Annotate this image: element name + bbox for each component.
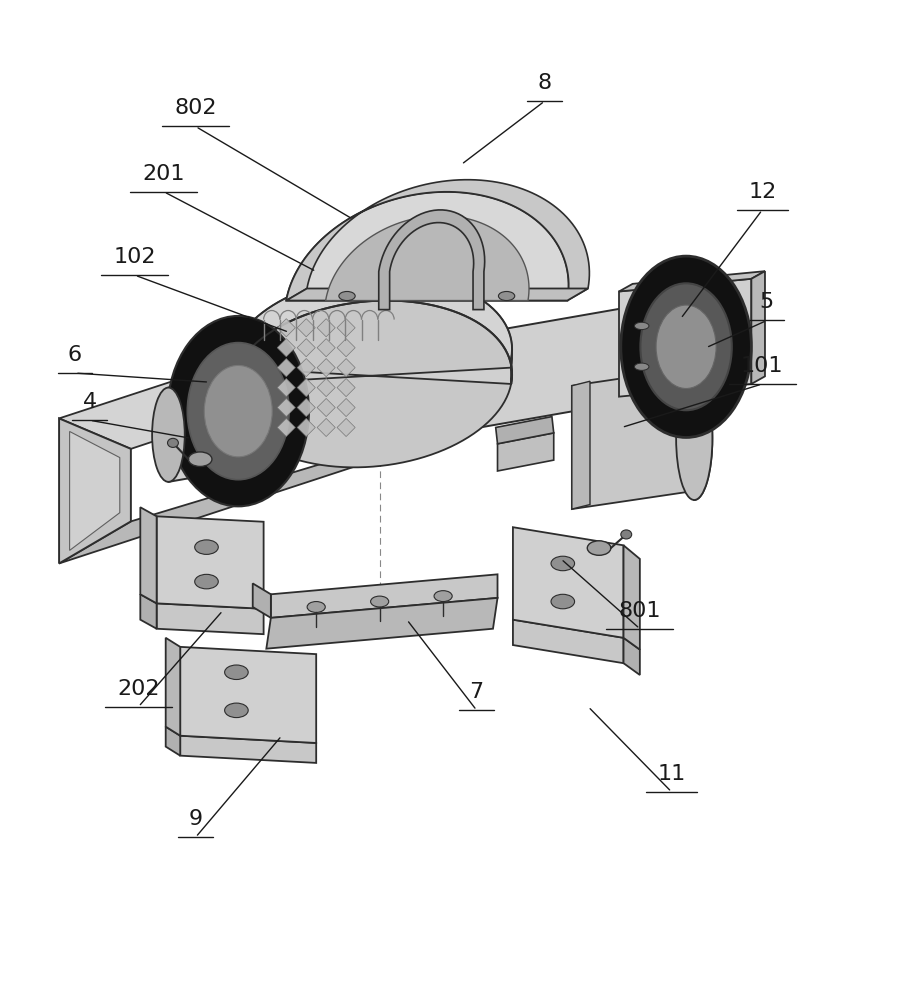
Polygon shape	[157, 516, 263, 609]
Polygon shape	[286, 180, 589, 301]
Polygon shape	[70, 431, 120, 550]
Polygon shape	[141, 594, 157, 629]
Ellipse shape	[640, 283, 732, 410]
Text: 5: 5	[760, 292, 774, 312]
Polygon shape	[572, 368, 695, 509]
Polygon shape	[498, 433, 554, 471]
Polygon shape	[337, 319, 355, 337]
Polygon shape	[165, 727, 180, 756]
Polygon shape	[317, 398, 335, 417]
Ellipse shape	[194, 574, 218, 589]
Polygon shape	[277, 379, 295, 397]
Ellipse shape	[224, 703, 248, 718]
Polygon shape	[317, 418, 335, 437]
Polygon shape	[337, 339, 355, 357]
Ellipse shape	[551, 556, 575, 571]
Polygon shape	[317, 319, 335, 337]
Text: 7: 7	[469, 682, 484, 702]
Text: 11: 11	[657, 764, 686, 784]
Polygon shape	[277, 319, 295, 337]
Polygon shape	[337, 359, 355, 377]
Polygon shape	[59, 432, 427, 563]
Polygon shape	[286, 192, 568, 301]
Polygon shape	[297, 398, 315, 417]
Ellipse shape	[339, 291, 355, 301]
Ellipse shape	[621, 530, 632, 539]
Polygon shape	[59, 418, 131, 563]
Text: 801: 801	[618, 601, 661, 621]
Polygon shape	[180, 736, 316, 763]
Polygon shape	[277, 359, 295, 377]
Polygon shape	[180, 647, 316, 743]
Polygon shape	[286, 288, 588, 301]
Polygon shape	[252, 583, 271, 618]
Polygon shape	[277, 398, 295, 417]
Ellipse shape	[635, 322, 649, 330]
Ellipse shape	[635, 363, 649, 370]
Polygon shape	[277, 418, 295, 437]
Polygon shape	[271, 574, 498, 618]
Polygon shape	[695, 377, 713, 500]
Polygon shape	[297, 319, 315, 337]
Ellipse shape	[187, 343, 289, 480]
Polygon shape	[619, 271, 765, 291]
Polygon shape	[297, 359, 315, 377]
Polygon shape	[624, 545, 640, 650]
Ellipse shape	[153, 388, 184, 482]
Ellipse shape	[498, 291, 515, 301]
Ellipse shape	[167, 438, 178, 447]
Polygon shape	[266, 598, 498, 649]
Polygon shape	[572, 381, 590, 509]
Polygon shape	[230, 275, 512, 384]
Text: 8: 8	[538, 73, 552, 93]
Text: 101: 101	[741, 356, 784, 376]
Polygon shape	[513, 527, 624, 638]
Ellipse shape	[656, 305, 716, 388]
Polygon shape	[297, 339, 315, 357]
Text: 6: 6	[68, 345, 82, 365]
Ellipse shape	[307, 602, 325, 612]
Polygon shape	[317, 339, 335, 357]
Polygon shape	[624, 638, 640, 675]
Polygon shape	[513, 620, 624, 663]
Polygon shape	[297, 379, 315, 397]
Ellipse shape	[551, 594, 575, 609]
Polygon shape	[317, 379, 335, 397]
Ellipse shape	[587, 541, 611, 555]
Polygon shape	[337, 418, 355, 437]
Polygon shape	[496, 417, 554, 444]
Polygon shape	[168, 288, 740, 482]
Ellipse shape	[188, 452, 212, 466]
Polygon shape	[157, 603, 263, 634]
Polygon shape	[229, 284, 512, 467]
Text: 4: 4	[83, 392, 96, 412]
Text: 12: 12	[748, 182, 776, 202]
Polygon shape	[165, 638, 180, 736]
Ellipse shape	[204, 365, 272, 457]
Polygon shape	[317, 359, 335, 377]
Text: 9: 9	[189, 809, 202, 829]
Polygon shape	[337, 379, 355, 397]
Polygon shape	[277, 339, 295, 357]
Polygon shape	[141, 507, 157, 603]
Polygon shape	[326, 216, 529, 301]
Ellipse shape	[224, 665, 248, 680]
Polygon shape	[379, 210, 485, 310]
Ellipse shape	[370, 596, 389, 607]
Polygon shape	[751, 271, 765, 384]
Ellipse shape	[621, 256, 751, 437]
Text: 102: 102	[114, 247, 156, 267]
Text: 201: 201	[143, 164, 185, 184]
Polygon shape	[337, 398, 355, 417]
Polygon shape	[59, 319, 427, 449]
Polygon shape	[619, 279, 751, 397]
Ellipse shape	[676, 377, 713, 500]
Text: 202: 202	[117, 679, 160, 699]
Polygon shape	[297, 418, 315, 437]
Ellipse shape	[434, 591, 452, 602]
Ellipse shape	[194, 540, 218, 554]
Text: 802: 802	[174, 98, 217, 118]
Ellipse shape	[167, 316, 309, 506]
